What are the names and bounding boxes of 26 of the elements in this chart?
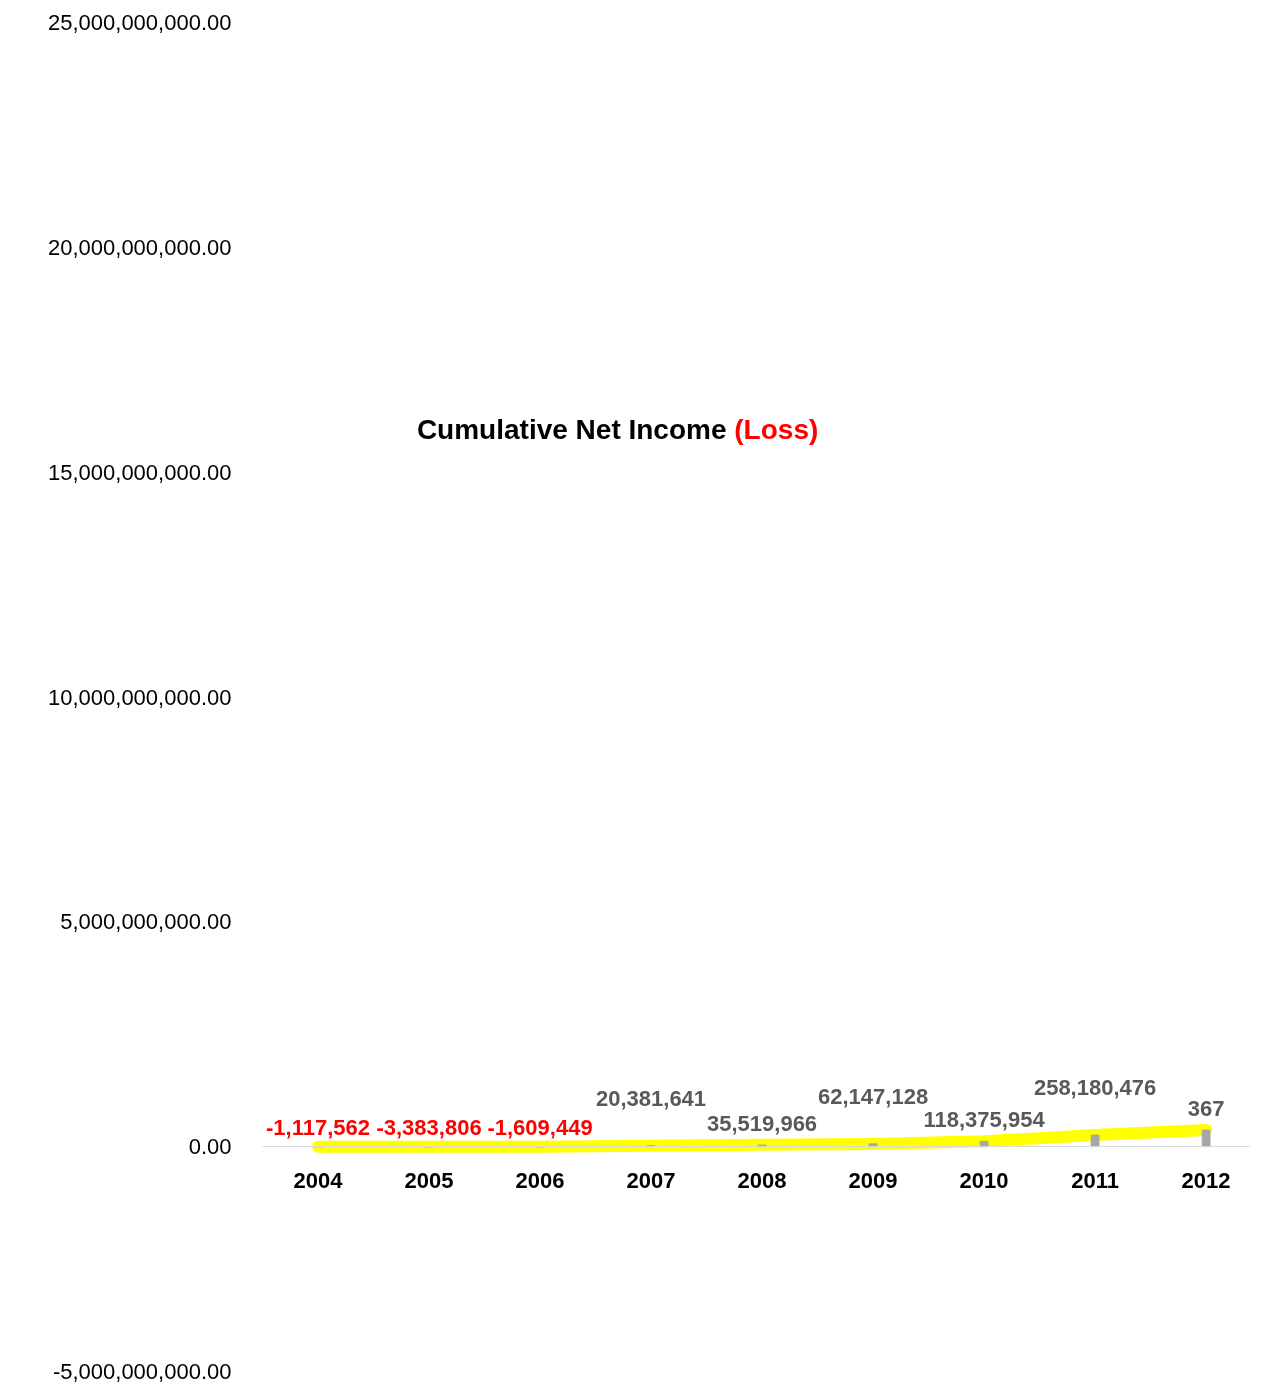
data-label: 258,180,476 xyxy=(1033,1075,1157,1101)
y-tick-label: 0.00 xyxy=(188,1134,232,1160)
y-tick-label: 20,000,000,000.00 xyxy=(47,234,232,260)
data-label: -1,609,449 xyxy=(487,1114,593,1140)
text: Cumulative Net Income (Loss) xyxy=(416,414,819,446)
data-label: -3,383,806 xyxy=(376,1114,482,1140)
data-label: 62,147,128 xyxy=(818,1083,929,1109)
x-tick-label: 2006 xyxy=(515,1167,565,1193)
data-label: 35,519,966 xyxy=(707,1111,818,1137)
x-tick-label: 2012 xyxy=(1181,1167,1231,1193)
x-tick-label: 2010 xyxy=(959,1167,1009,1193)
x-tick-label: 2005 xyxy=(404,1167,454,1193)
data-label: 20,381,641 xyxy=(595,1085,707,1111)
x-tick-label: 2004 xyxy=(293,1167,344,1193)
x-tick-label: 2008 xyxy=(737,1167,787,1193)
y-tick-label: 25,000,000,000.00 xyxy=(47,10,232,35)
x-tick-label: 2011 xyxy=(1071,1167,1119,1193)
data-label: 118,375,954 xyxy=(923,1107,1046,1133)
y-tick-label: 5,000,000,000.00 xyxy=(60,909,232,935)
y-tick-label: -5,000,000,000.00 xyxy=(52,1359,232,1384)
y-tick-label: 10,000,000,000.00 xyxy=(47,684,232,710)
x-tick-label: 2009 xyxy=(848,1167,898,1193)
data-label: -1,117,562 xyxy=(266,1114,370,1140)
y-tick-label: 15,000,000,000.00 xyxy=(47,459,232,485)
annotation: 367 xyxy=(1187,1096,1225,1122)
x-tick-label: 2007 xyxy=(626,1167,676,1193)
